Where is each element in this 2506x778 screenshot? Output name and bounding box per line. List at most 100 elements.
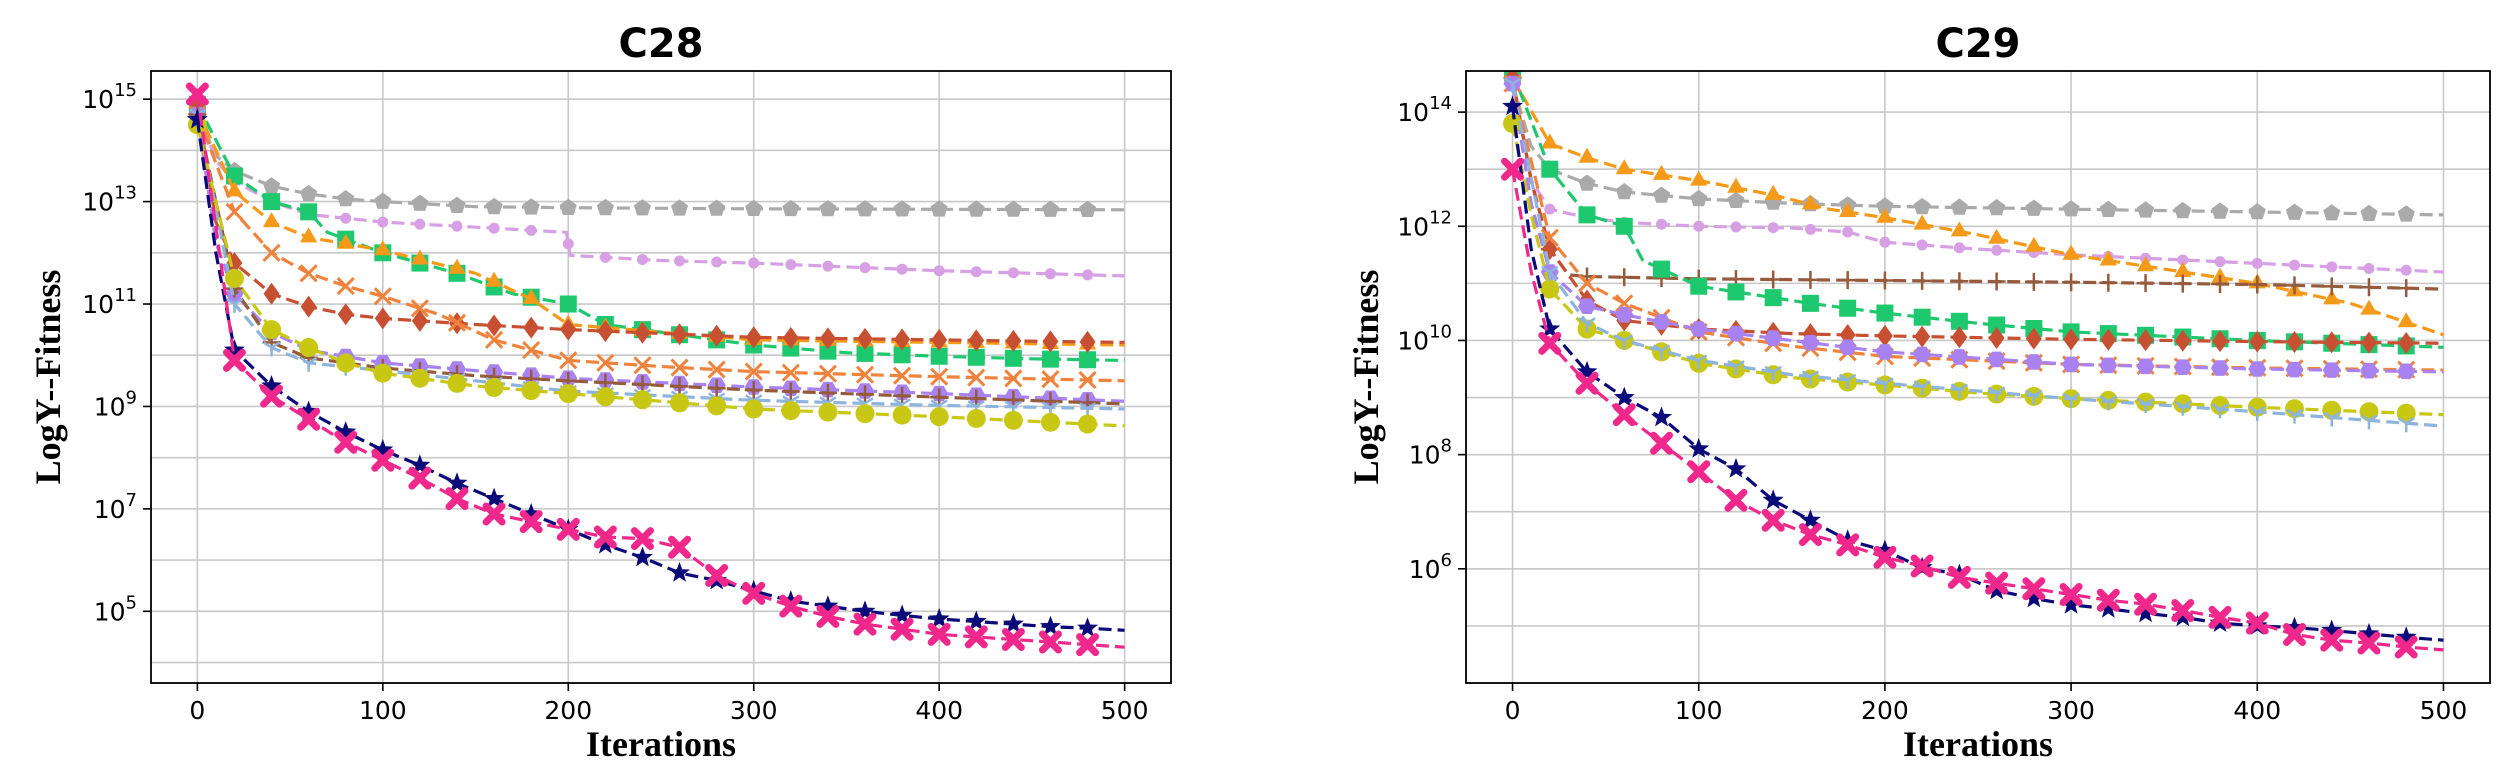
c28-line-orange-x	[195, 113, 1125, 383]
c29-point-purple-hexagon	[2322, 362, 2341, 378]
c28-point-violet-dot	[377, 216, 389, 228]
c28-point-lightblue-tri-down	[225, 297, 244, 314]
c29-point-brown-plus	[2136, 274, 2155, 293]
c28-point-gray-pentagon	[856, 200, 874, 217]
c28-point-green-square	[930, 347, 948, 365]
c28-point-orange-x	[893, 366, 912, 385]
c28-point-violet-dot	[525, 224, 537, 236]
c29-point-orange-triangle	[1764, 184, 1782, 200]
c29-title: C29	[1935, 21, 2020, 67]
c29-point-red-diamond	[2398, 331, 2415, 354]
c28-point-gray-pentagon	[559, 198, 577, 215]
c28-point-gray-pentagon	[930, 200, 948, 217]
c29-point-pink-x-bold	[1538, 331, 1562, 355]
c29-point-lightblue-tri-down	[2360, 414, 2378, 430]
c28-point-violet-dot	[785, 259, 797, 271]
c29-x-tick-label: 400	[2233, 696, 2281, 725]
c29-point-orange-triangle	[2397, 312, 2415, 328]
c28-point-red-diamond	[1005, 329, 1022, 352]
c29-point-pink-x-bold	[2096, 588, 2120, 612]
c29-point-orange-triangle	[2062, 244, 2080, 260]
c28-point-pink-x-bold	[556, 517, 580, 541]
c29-point-violet-dot	[2326, 261, 2338, 273]
c29-point-purple-hexagon	[2397, 363, 2416, 380]
c28-point-olive-circle	[892, 405, 912, 425]
c28-point-gray-pentagon	[374, 192, 392, 209]
c29-point-orange-triangle	[1801, 194, 1820, 210]
c29-point-violet-dot	[2214, 256, 2226, 268]
c28-point-olive-circle	[1040, 412, 1060, 432]
c28-point-olive-circle	[595, 387, 615, 407]
c28-point-orange-triangle	[262, 212, 281, 228]
c29-point-gray-pentagon	[1690, 189, 1708, 207]
c28-point-olive-circle	[521, 381, 541, 401]
c28-point-navy-star	[965, 610, 987, 631]
c28-point-pink-x-bold	[964, 625, 988, 649]
c28-x-axis-label: Iterations	[586, 724, 736, 764]
c28-series-gray-pentagon	[188, 105, 1125, 217]
c28-point-orange-triangle	[411, 249, 429, 265]
c29-point-orange-triangle	[1988, 228, 2006, 244]
c29-point-olive-circle	[1503, 114, 1523, 134]
c28-point-navy-star	[632, 546, 653, 567]
c28-point-red-diamond	[968, 329, 985, 352]
c29-point-navy-star	[1539, 318, 1561, 338]
c29-point-lightblue-tri-down	[2099, 395, 2117, 411]
c28-point-orange-x	[299, 264, 318, 283]
c28-x-tick-label: 300	[730, 696, 778, 725]
c29-point-olive-circle	[1540, 279, 1560, 299]
c29-y-axis-label: LogY--Fitness	[1346, 270, 1386, 485]
c28-point-orange-x	[336, 277, 355, 296]
c29-point-red-diamond	[2137, 329, 2154, 352]
c29-point-orange-triangle	[1541, 133, 1559, 149]
c28-point-gray-pentagon	[522, 198, 540, 215]
c29-point-brown-plus	[2397, 279, 2416, 298]
c29-point-green-square	[1764, 289, 1782, 307]
c29-point-brown-plus	[1913, 271, 1932, 290]
c29-point-gray-pentagon	[2248, 203, 2266, 220]
c28-point-orange-triangle	[522, 288, 540, 304]
c28-point-violet-dot	[488, 222, 500, 234]
c29-point-purple-hexagon	[2173, 359, 2192, 375]
c28-point-gray-pentagon	[263, 177, 281, 194]
c28-x-tick-label: 400	[915, 696, 963, 725]
c29-point-gray-pentagon	[2323, 204, 2341, 221]
c29-point-violet-dot	[1730, 221, 1742, 233]
c28-y-ticks: 105 107 109 1011 1013 1015	[82, 80, 151, 626]
c29-point-green-square	[1801, 294, 1819, 312]
c29-point-gray-pentagon	[1950, 198, 1968, 215]
c28-point-gray-pentagon	[485, 197, 503, 215]
c29-point-orange-triangle	[1950, 221, 1968, 237]
c28-point-olive-circle	[410, 368, 430, 388]
c29-series-brown-plus	[1503, 71, 2444, 298]
c29-point-lightblue-tri-down	[1615, 334, 1633, 350]
c29-point-navy-star	[1874, 539, 1896, 560]
c29-point-red-diamond	[2063, 328, 2080, 351]
c28-point-pink-x-bold	[222, 348, 246, 372]
c28-point-navy-star	[186, 108, 208, 129]
c28-point-gray-pentagon	[596, 198, 614, 216]
c28-point-olive-circle	[855, 404, 875, 424]
c29-point-lightblue-tri-down	[1727, 360, 1745, 376]
c28-point-orange-x	[967, 368, 986, 387]
c29-series	[1501, 71, 2445, 659]
c28-x-tick-label: 200	[544, 696, 592, 725]
c29-point-purple-hexagon	[1727, 325, 1745, 342]
c28-point-violet-dot	[414, 218, 426, 230]
c29-series-pink-x-bold	[1501, 157, 2444, 659]
c29-point-purple-hexagon	[1764, 330, 1783, 346]
c29-point-orange-triangle	[2323, 289, 2341, 305]
c29-point-navy-star	[1576, 360, 1598, 381]
c29-point-purple-hexagon	[2024, 354, 2043, 370]
c29-y-tick-label: 1010	[1397, 321, 1452, 355]
c28-point-olive-circle	[1078, 414, 1098, 434]
c28-point-orange-x	[930, 367, 949, 386]
c28-point-pink-x-bold	[853, 612, 877, 636]
c28-point-brown-plus	[856, 385, 874, 404]
c28-point-pink-x-bold	[1076, 633, 1100, 657]
c29-point-red-diamond	[2360, 331, 2377, 354]
c28-point-gray-pentagon	[819, 200, 837, 217]
c29-point-orange-triangle	[2099, 250, 2117, 266]
c29-point-navy-star	[2284, 616, 2305, 637]
